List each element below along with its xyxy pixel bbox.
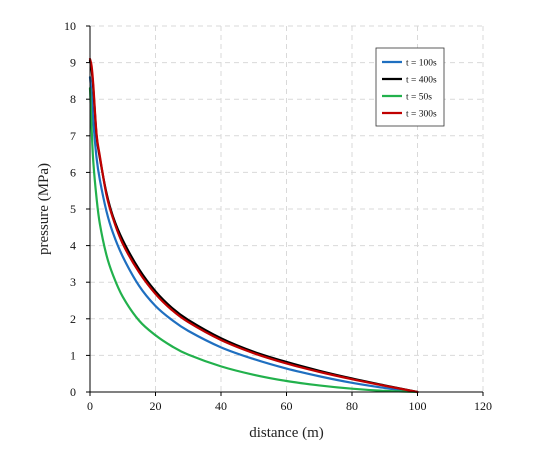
series-line-3: [88, 87, 419, 394]
x-tick-label: 40: [215, 399, 227, 413]
y-tick-label: 0: [70, 385, 76, 399]
y-tick-label: 3: [70, 275, 76, 289]
y-tick-label: 1: [70, 348, 76, 362]
series-line-4: [88, 57, 419, 394]
y-tick-label: 2: [70, 312, 76, 326]
legend-label: t = 100s: [406, 59, 437, 69]
x-tick-label: 100: [409, 399, 427, 413]
y-tick-label: 8: [70, 92, 76, 106]
y-tick-label: 9: [70, 56, 76, 70]
y-tick-label: 6: [70, 165, 76, 179]
series-line-1: [88, 76, 419, 394]
series-layer: [88, 57, 419, 394]
x-tick-label: 20: [150, 399, 162, 413]
x-axis-title: distance (m): [249, 425, 324, 441]
y-tick-label: 7: [70, 129, 76, 143]
series-line-2: [88, 59, 419, 394]
x-tick-label: 80: [346, 399, 358, 413]
y-axis-title: pressure (MPa): [36, 163, 52, 255]
y-tick-label: 4: [70, 239, 76, 253]
legend-label: t = 50s: [406, 93, 432, 103]
grid-layer: [90, 25, 484, 392]
legend-label: t = 400s: [406, 76, 437, 86]
y-tick-label: 10: [64, 19, 76, 33]
ticks-layer: 0 20 40 60 80 100 120 0 1 2 3 4 5 6 7 8 9 10: [64, 19, 492, 413]
y-tick-label: 5: [70, 202, 76, 216]
x-tick-label: 120: [474, 399, 492, 413]
x-tick-label: 60: [281, 399, 293, 413]
x-tick-label: 0: [87, 399, 93, 413]
legend: t = 100s t = 400s t = 50s t = 300s: [375, 47, 445, 127]
legend-label: t = 300s: [406, 110, 437, 120]
